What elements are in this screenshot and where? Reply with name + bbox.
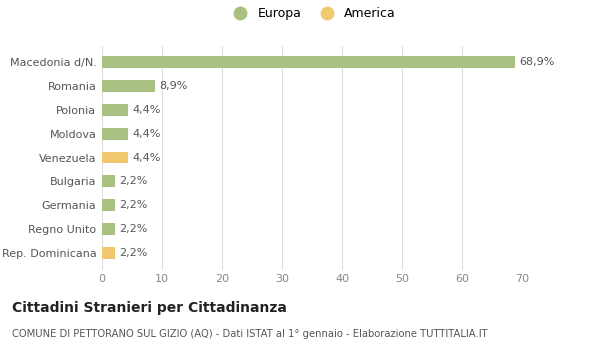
Bar <box>102 80 155 92</box>
Bar <box>102 104 128 116</box>
Text: 2,2%: 2,2% <box>119 176 147 187</box>
Text: 4,4%: 4,4% <box>132 128 160 139</box>
Text: 4,4%: 4,4% <box>132 105 160 114</box>
Text: 2,2%: 2,2% <box>119 201 147 210</box>
Text: 68,9%: 68,9% <box>519 57 554 66</box>
Bar <box>102 199 115 211</box>
Bar <box>102 56 515 68</box>
Text: 8,9%: 8,9% <box>159 80 187 91</box>
Bar <box>102 247 115 259</box>
Text: 4,4%: 4,4% <box>132 153 160 162</box>
Text: 2,2%: 2,2% <box>119 248 147 258</box>
Text: 2,2%: 2,2% <box>119 224 147 234</box>
Bar <box>102 152 128 163</box>
Bar <box>102 175 115 188</box>
Legend: Europa, America: Europa, America <box>223 2 401 26</box>
Bar <box>102 223 115 235</box>
Bar <box>102 127 128 140</box>
Text: COMUNE DI PETTORANO SUL GIZIO (AQ) - Dati ISTAT al 1° gennaio - Elaborazione TUT: COMUNE DI PETTORANO SUL GIZIO (AQ) - Dat… <box>12 329 488 339</box>
Text: Cittadini Stranieri per Cittadinanza: Cittadini Stranieri per Cittadinanza <box>12 301 287 315</box>
